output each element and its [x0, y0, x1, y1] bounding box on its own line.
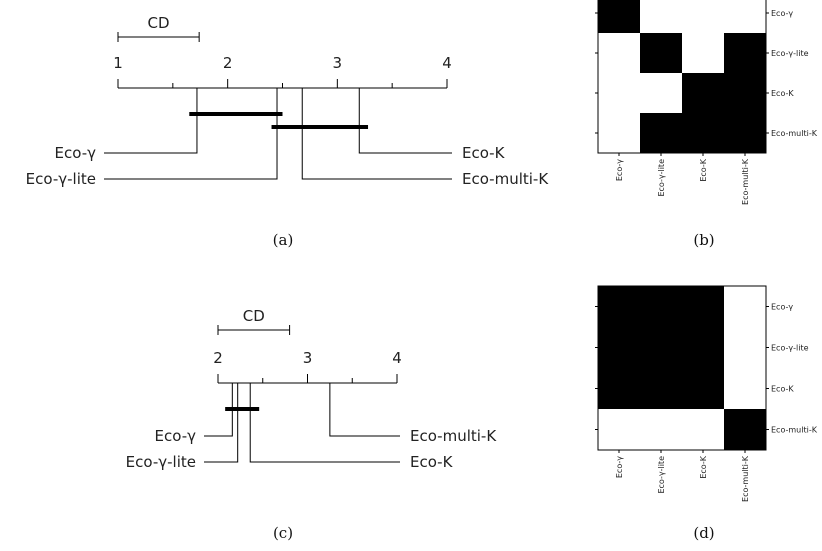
method-connector [358, 88, 452, 154]
heatmap-col-label: Eco-γ [615, 456, 624, 478]
heatmap-cell [598, 286, 641, 328]
panel-d-heatmap: Eco-γ Eco-γ Eco-γ-lite Eco-γ-lite Eco-K Eco-K… [595, 285, 818, 502]
heatmap-cell [724, 368, 767, 410]
heatmap-cell [598, 113, 641, 154]
heatmap-col-label: Eco-γ-lite [657, 159, 666, 197]
heatmap-cell [640, 327, 683, 369]
heatmap-cell [640, 0, 683, 34]
heatmap-cell [640, 113, 683, 154]
method-label: Eco-γ-lite [26, 170, 96, 188]
panel-a-cd-diagram: 1 2 3 4 CD Eco-γ Eco-γ-lite Eco-K Eco-multi-K [26, 14, 550, 188]
heatmap-cell [640, 33, 683, 74]
heatmap-cell [724, 0, 767, 34]
heatmap-cell [724, 113, 767, 154]
heatmap-cell [598, 368, 641, 410]
tick-label: 4 [392, 349, 402, 367]
caption-c: (c) [273, 524, 293, 542]
heatmap-frame [597, 0, 767, 154]
heatmap-cell [724, 73, 767, 114]
method-connector [301, 88, 452, 180]
heatmap-cell [598, 327, 641, 369]
caption-a: (a) [273, 231, 294, 249]
heatmap-col-label: Eco-γ-lite [657, 456, 666, 494]
panel-b-heatmap: Eco-γ Eco-γ Eco-γ-lite Eco-γ-lite Eco-K Eco-K… [595, 0, 818, 205]
tick-label: 2 [223, 54, 233, 72]
heatmap-cell [724, 327, 767, 369]
method-label: Eco-γ [155, 427, 197, 445]
heatmap-cell [598, 0, 641, 34]
heatmap-cell [640, 286, 683, 328]
method-label: Eco-multi-K [410, 427, 497, 445]
heatmap-row-label: Eco-γ-lite [771, 49, 809, 58]
heatmap-row-label: Eco-γ [771, 303, 793, 312]
method-connector [104, 88, 278, 180]
heatmap-cell [682, 0, 725, 34]
method-label: Eco-multi-K [462, 170, 549, 188]
heatmap-row-label: Eco-K [771, 385, 794, 394]
method-connector [204, 383, 239, 463]
heatmap-row-label: Eco-multi-K [771, 426, 818, 435]
tick-label: 3 [303, 349, 313, 367]
heatmap-row-label: Eco-K [771, 89, 794, 98]
heatmap-row-label: Eco-γ [771, 9, 793, 18]
tick-label: 1 [113, 54, 123, 72]
heatmap-cell [724, 409, 767, 451]
heatmap-cell [640, 73, 683, 114]
method-connector [104, 88, 198, 154]
heatmap-col-label: Eco-γ [615, 159, 624, 181]
method-connector [204, 383, 233, 437]
heatmap-cell [724, 33, 767, 74]
heatmap-frame [597, 285, 767, 451]
method-label: Eco-K [462, 144, 506, 162]
heatmap-cell [682, 409, 725, 451]
heatmap-cell [640, 368, 683, 410]
heatmap-col-label: Eco-multi-K [741, 455, 750, 502]
heatmap-cell [640, 409, 683, 451]
heatmap-cell [724, 286, 767, 328]
cd-label: CD [243, 307, 265, 325]
heatmap-cell [682, 33, 725, 74]
heatmap-row-label: Eco-multi-K [771, 129, 818, 138]
heatmap-cell [598, 33, 641, 74]
heatmap-cell [682, 73, 725, 114]
heatmap-col-label: Eco-K [699, 455, 708, 478]
heatmap-cell [682, 113, 725, 154]
panel-c-cd-diagram: 2 3 4 CD Eco-γ Eco-γ-lite Eco-multi-K Eco-K [126, 307, 498, 471]
caption-d: (d) [693, 524, 714, 542]
cd-label: CD [148, 14, 170, 32]
tick-label: 2 [213, 349, 223, 367]
heatmap-cell [682, 286, 725, 328]
method-connector [249, 383, 400, 463]
method-label: Eco-γ [55, 144, 97, 162]
method-label: Eco-K [410, 453, 454, 471]
heatmap-col-label: Eco-K [699, 158, 708, 181]
heatmap-col-label: Eco-multi-K [741, 158, 750, 205]
tick-label: 3 [333, 54, 343, 72]
heatmap-cell [598, 73, 641, 114]
method-label: Eco-γ-lite [126, 453, 196, 471]
heatmap-cell [598, 409, 641, 451]
heatmap-cell [682, 368, 725, 410]
caption-b: (b) [693, 231, 714, 249]
method-connector [329, 383, 400, 437]
heatmap-cell [682, 327, 725, 369]
tick-label: 4 [442, 54, 452, 72]
heatmap-row-label: Eco-γ-lite [771, 344, 809, 353]
